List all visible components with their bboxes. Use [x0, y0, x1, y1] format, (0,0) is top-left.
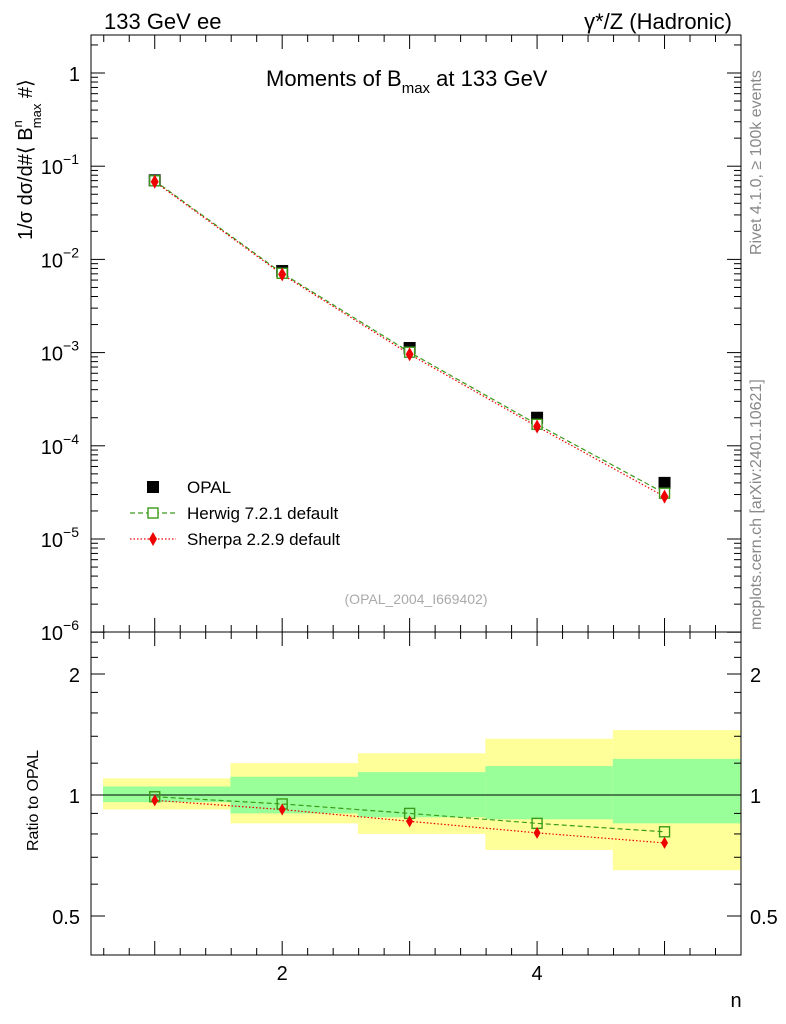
main-y-tick-base: 10 — [41, 250, 63, 272]
ratio-sherpa-point — [151, 794, 159, 807]
main-y-tick-base: 10 — [41, 530, 63, 552]
main-y-tick-label: 10−5 — [41, 524, 79, 552]
ratio-y-tick-label-right: 0.5 — [750, 907, 778, 929]
ratio-green-band — [485, 766, 613, 820]
main-sherpa-point — [405, 347, 414, 362]
main-y-tick-exponent: −4 — [63, 431, 79, 447]
legend: OPAL Herwig 7.2.1 default Sherpa 2.2.9 d… — [130, 478, 340, 549]
main-y-tick-base: 10 — [41, 623, 63, 645]
main-sherpa-point — [278, 267, 287, 282]
main-y-tick-exponent: −2 — [63, 244, 79, 260]
main-plot-ticks — [91, 35, 741, 633]
ratio-y-tick-label-left: 0.5 — [52, 907, 80, 929]
main-mc-lines — [154, 180, 665, 498]
ratio-green-band — [103, 786, 231, 803]
main-opal-point — [658, 476, 671, 489]
ratio-herwig-line — [154, 796, 665, 833]
header-left: 133 GeV ee — [104, 9, 221, 34]
ratio-plot-frame — [90, 631, 742, 956]
ratio-sherpa-point — [406, 815, 414, 828]
ratio-y-label: Ratio to OPAL — [25, 750, 42, 851]
legend-opal-marker — [147, 481, 159, 493]
header-right: γ*/Z (Hadronic) — [584, 9, 732, 34]
legend-opal-label: OPAL — [187, 478, 231, 497]
ratio-y-tick-labels: 2 2 1 1 0.5 0.5 — [52, 665, 778, 929]
main-y-tick-label: 1 — [69, 64, 80, 86]
main-y-tick-label: 10−3 — [41, 338, 79, 366]
main-y-tick-label: 10−6 — [41, 617, 79, 645]
main-sherpa-point — [660, 489, 669, 504]
main-plot-title: Moments of Bmax at 133 GeV — [266, 66, 548, 97]
legend-herwig-marker — [147, 507, 159, 519]
main-sherpa-point — [533, 419, 542, 434]
main-sherpa-point — [150, 174, 159, 189]
main-y-tick-exponent: −5 — [63, 524, 79, 540]
main-y-tick-exponent: −1 — [63, 151, 79, 167]
legend-herwig-label: Herwig 7.2.1 default — [187, 504, 338, 523]
legend-sherpa-marker — [149, 532, 157, 546]
main-y-tick-label: 10−1 — [41, 151, 79, 179]
ratio-y-tick-label-left: 2 — [69, 665, 80, 687]
legend-sherpa-label: Sherpa 2.2.9 default — [187, 530, 340, 549]
main-y-tick-base: 10 — [41, 437, 63, 459]
ratio-sherpa-point — [661, 836, 669, 849]
ratio-sherpa-point — [278, 803, 286, 816]
reference-label: (OPAL_2004_I669402) — [345, 591, 488, 607]
mcplots-label: mcplots.cern.ch [arXiv:2401.10621] — [748, 379, 765, 630]
ratio-y-tick-label-right: 1 — [750, 786, 761, 808]
ratio-y-tick-label-left: 1 — [69, 786, 80, 808]
x-tick-label: 4 — [532, 963, 543, 985]
ratio-plot-ticks — [91, 632, 741, 955]
main-y-tick-base: 10 — [41, 157, 63, 179]
main-y-tick-exponent: −3 — [63, 338, 79, 354]
ratio-herwig-point — [658, 826, 671, 838]
main-y-tick-label: 10−2 — [41, 244, 79, 272]
ratio-mc-points — [149, 791, 671, 849]
x-axis-label: n — [730, 990, 741, 1012]
ratio-y-tick-label-right: 2 — [750, 665, 761, 687]
main-y-label: 1/σ dσ/d#⟨ Bn max #⟩ — [10, 79, 44, 240]
main-sherpa-line — [154, 181, 665, 498]
main-y-tick-base: 10 — [41, 344, 63, 366]
main-herwig-line — [154, 180, 665, 494]
ratio-sherpa-point — [533, 826, 541, 839]
ratio-uncertainty-bands — [103, 730, 741, 871]
main-y-tick-labels: 110−110−210−310−410−510−6 — [41, 64, 80, 645]
x-tick-label: 2 — [277, 963, 288, 985]
main-y-tick-exponent: −6 — [63, 617, 79, 633]
main-data-points — [148, 174, 671, 504]
rivet-label: Rivet 4.1.0, ≥ 100k events — [748, 70, 765, 255]
main-y-tick-label: 10−4 — [41, 431, 79, 459]
ratio-green-band — [612, 758, 741, 824]
